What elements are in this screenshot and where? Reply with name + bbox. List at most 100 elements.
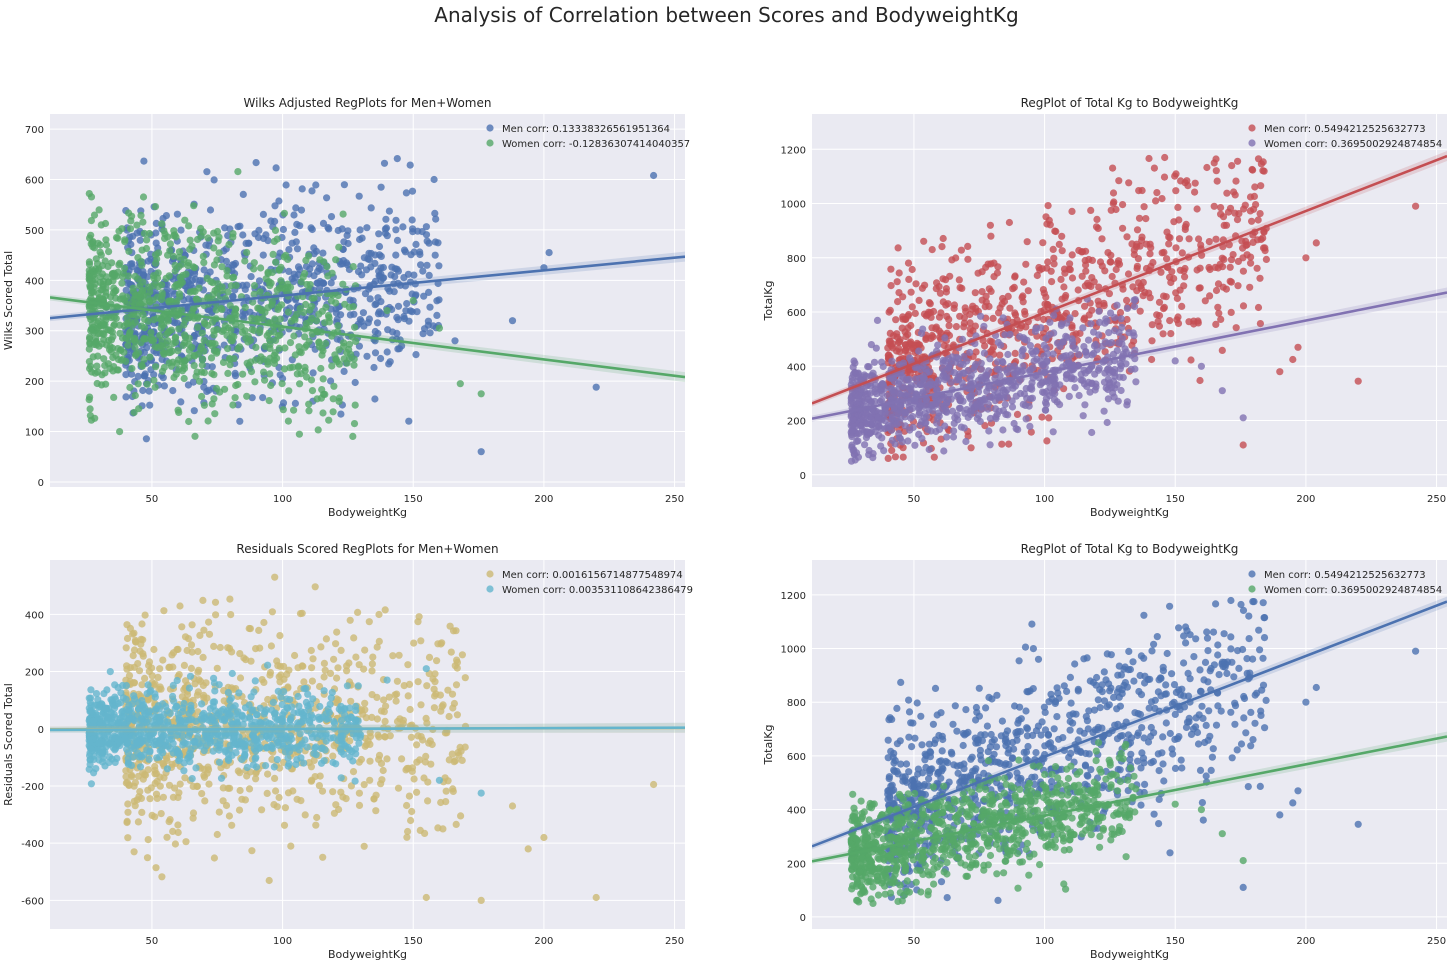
data-point: [124, 272, 133, 280]
y-tick-label: 0: [38, 478, 44, 489]
data-point: [919, 325, 927, 333]
data-point: [966, 348, 974, 357]
data-point: [171, 784, 179, 792]
data-point: [1148, 337, 1156, 345]
data-point: [1131, 302, 1139, 311]
data-point: [166, 816, 174, 824]
data-point: [203, 168, 211, 176]
data-point: [313, 395, 321, 403]
data-point: [1259, 158, 1267, 166]
data-point: [86, 234, 94, 242]
data-point: [371, 349, 380, 357]
data-point: [1095, 307, 1103, 315]
data-point: [1160, 303, 1168, 311]
data-point: [893, 333, 901, 341]
data-point: [124, 341, 132, 349]
data-point: [1254, 303, 1263, 312]
data-point: [185, 222, 193, 230]
data-point: [104, 262, 112, 271]
data-point: [366, 295, 374, 303]
subplot-2: 50 100 150 200 250020040060080010001200RegPl…: [762, 96, 1447, 519]
data-point: [422, 893, 430, 902]
data-point: [276, 315, 284, 323]
data-point: [1014, 426, 1022, 434]
data-point: [363, 352, 371, 360]
data-point: [886, 423, 894, 431]
y-tick-label: 400: [25, 610, 44, 621]
data-point: [1294, 343, 1302, 351]
data-point: [309, 695, 317, 703]
data-point: [298, 609, 306, 617]
data-point: [874, 413, 882, 422]
data-point: [101, 219, 110, 228]
data-point: [1002, 410, 1010, 418]
data-point: [1155, 298, 1164, 306]
data-point: [146, 795, 154, 803]
data-point: [139, 218, 147, 226]
data-point: [1159, 330, 1167, 338]
data-point: [239, 190, 247, 198]
data-point: [138, 322, 146, 330]
data-point: [1082, 348, 1090, 356]
data-point: [180, 767, 188, 775]
data-point: [140, 355, 148, 363]
data-point: [169, 339, 177, 348]
data-point: [377, 354, 385, 363]
data-point: [136, 788, 144, 796]
data-point: [540, 833, 548, 842]
data-point: [904, 330, 912, 338]
data-point: [205, 780, 213, 788]
data-point: [308, 664, 316, 672]
data-point: [219, 358, 228, 366]
data-point: [1256, 210, 1264, 218]
data-point: [241, 303, 249, 312]
data-point: [156, 331, 164, 339]
data-point: [1171, 357, 1179, 365]
data-point: [424, 778, 432, 786]
data-point: [304, 690, 312, 698]
data-point: [908, 405, 916, 413]
data-point: [113, 366, 121, 374]
data-point: [319, 853, 327, 861]
data-point: [295, 343, 303, 351]
data-point: [999, 358, 1007, 367]
data-point: [87, 217, 95, 225]
data-point: [868, 419, 877, 427]
data-point: [423, 237, 431, 245]
data-point: [393, 236, 402, 244]
data-point: [1133, 264, 1141, 273]
data-point: [1132, 378, 1140, 386]
data-point: [928, 246, 936, 254]
data-point: [1203, 163, 1211, 172]
legend-marker: [486, 139, 494, 147]
data-point: [352, 653, 360, 661]
plot-area: [812, 151, 1447, 465]
data-point: [895, 345, 903, 353]
data-point: [1155, 312, 1164, 320]
data-point: [1100, 407, 1108, 415]
data-point: [266, 370, 274, 378]
data-point: [1084, 336, 1093, 344]
data-point: [129, 652, 137, 660]
data-point: [1214, 303, 1222, 311]
data-point: [1033, 271, 1041, 280]
data-point: [1043, 220, 1051, 228]
data-point: [422, 231, 431, 239]
data-point: [138, 620, 146, 628]
data-point: [130, 663, 138, 671]
data-point: [1012, 392, 1020, 400]
data-point: [200, 765, 208, 773]
data-point: [1018, 352, 1026, 360]
data-point: [193, 368, 201, 376]
data-point: [373, 319, 382, 327]
data-point: [296, 266, 304, 274]
data-point: [151, 813, 159, 821]
data-point: [234, 401, 242, 409]
data-point: [1119, 201, 1127, 209]
data-point: [423, 261, 431, 269]
data-point: [431, 209, 439, 217]
data-point: [1041, 363, 1049, 371]
data-point: [306, 306, 314, 314]
data-point: [1041, 398, 1050, 407]
data-point: [178, 260, 186, 268]
